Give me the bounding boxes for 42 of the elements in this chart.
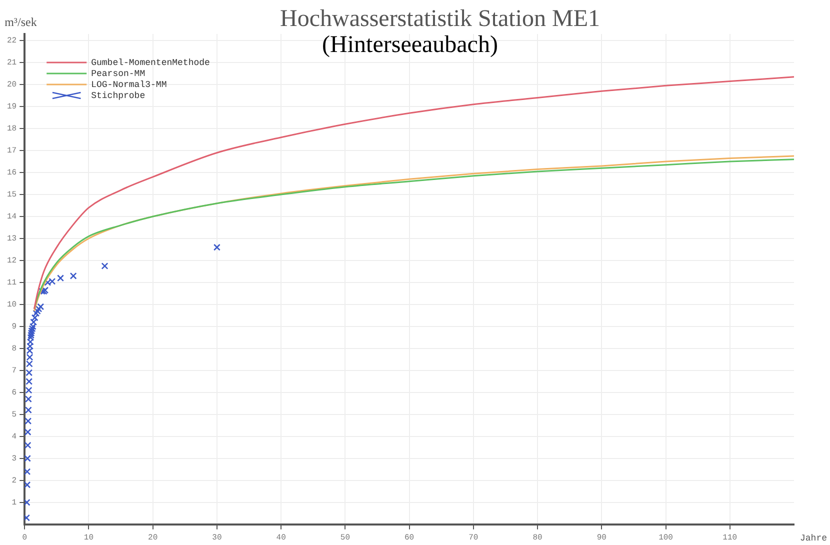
y-tick-label: 14: [6, 212, 17, 222]
y-tick-label: 16: [6, 168, 17, 178]
x-tick-label: 50: [340, 533, 350, 542]
x-tick-label: 0: [22, 533, 28, 542]
x-tick-label: 20: [148, 533, 158, 542]
legend-label: Gumbel-MomentenMethode: [91, 58, 210, 68]
x-axis-title: Jahre: [800, 533, 828, 544]
x-tick-label: 90: [596, 533, 607, 542]
y-tick-label: 2: [12, 476, 17, 486]
chart-subtitle: (Hinterseeaubach): [322, 32, 498, 58]
y-axis-title: m³/sek: [4, 15, 37, 29]
x-tick-label: 80: [532, 533, 543, 542]
y-tick-label: 6: [12, 388, 17, 398]
y-tick-label: 20: [6, 80, 17, 90]
y-tick-label: 12: [6, 256, 17, 266]
y-tick-label: 3: [12, 454, 17, 464]
y-tick-label: 7: [12, 366, 17, 376]
y-tick-label: 13: [6, 234, 17, 244]
legend-label: Stichprobe: [91, 90, 146, 101]
legend-label: Pearson-MM: [91, 68, 146, 79]
y-tick-label: 9: [12, 322, 17, 332]
y-tick-label: 11: [6, 278, 17, 288]
x-tick-label: 10: [84, 533, 94, 542]
y-tick-label: 4: [12, 432, 17, 442]
chart-title: Hochwasserstatistik Station ME1: [280, 6, 600, 32]
x-tick-label: 110: [722, 533, 738, 542]
y-tick-label: 22: [6, 36, 17, 46]
y-tick-label: 1: [12, 498, 17, 508]
x-tick-label: 70: [468, 533, 478, 542]
y-tick-label: 21: [6, 58, 17, 68]
x-tick-label: 60: [404, 533, 414, 542]
y-tick-label: 15: [6, 190, 17, 200]
y-tick-label: 5: [12, 410, 17, 420]
y-tick-label: 18: [6, 124, 17, 134]
y-tick-label: 10: [6, 300, 17, 310]
x-tick-label: 40: [276, 533, 286, 542]
y-tick-label: 19: [6, 102, 17, 112]
legend-label: LOG-Normal3-MM: [91, 80, 167, 90]
y-tick-label: 8: [12, 344, 17, 354]
x-tick-label: 30: [212, 533, 222, 542]
x-tick-label: 100: [658, 533, 674, 542]
y-tick-label: 17: [6, 146, 17, 156]
